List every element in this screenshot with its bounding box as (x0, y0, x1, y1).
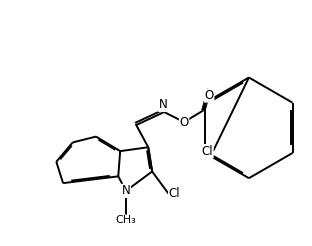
Text: Cl: Cl (168, 187, 180, 200)
Text: N: N (122, 184, 130, 197)
Text: CH₃: CH₃ (116, 215, 136, 225)
Text: O: O (205, 89, 214, 102)
Text: Cl: Cl (202, 145, 213, 158)
Text: O: O (179, 116, 189, 128)
Text: N: N (158, 98, 167, 111)
